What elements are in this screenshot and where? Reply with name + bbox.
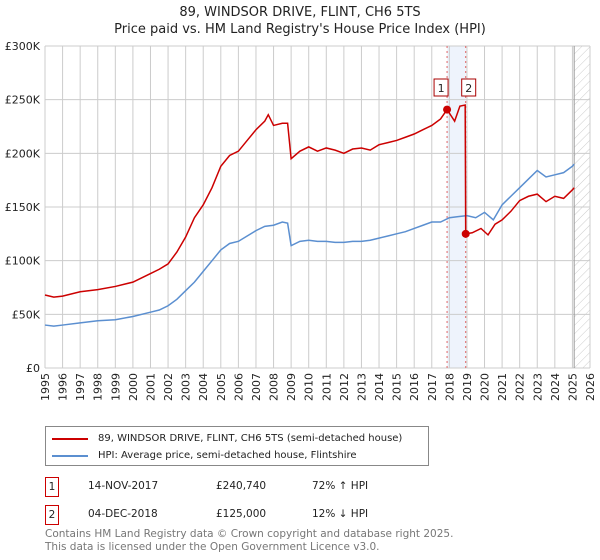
- x-tick-label: 2008: [268, 373, 281, 401]
- annotation-label: 2: [465, 82, 472, 95]
- x-tick-label: 2014: [373, 373, 386, 401]
- x-tick-label: 2013: [355, 373, 368, 401]
- x-tick-label: 2017: [426, 373, 439, 401]
- x-tick-label: 2005: [215, 373, 228, 401]
- x-tick-label: 2026: [584, 373, 597, 401]
- sale-point: [443, 105, 452, 114]
- x-tick-label: 2015: [391, 373, 404, 401]
- annotation-box: [461, 78, 477, 97]
- y-tick-label: £50K: [12, 308, 41, 321]
- transaction-hpi: 72% ↑ HPI: [312, 480, 369, 492]
- x-tick-label: 2020: [479, 373, 492, 401]
- x-tick-label: 2009: [285, 373, 298, 401]
- x-tick-label: 2022: [514, 373, 527, 401]
- x-tick-label: 1998: [92, 373, 105, 401]
- price-chart: 1995 1996 1997 1998 1999 2000 2001 2002 2003 2004…: [5, 40, 597, 401]
- x-tick-label: 2012: [338, 373, 351, 401]
- x-tick-label: 2002: [162, 373, 175, 401]
- property-price-line: [44, 104, 575, 298]
- annotation-label: 1: [438, 82, 445, 95]
- x-tick-label: 2025: [566, 373, 579, 401]
- x-tick-label: 2019: [461, 373, 474, 401]
- y-tick-label: £250K: [5, 94, 41, 107]
- y-tick-label: £200K: [5, 147, 41, 160]
- legend-label: 89, WINDSOR DRIVE, FLINT, CH6 5TS (semi-…: [98, 433, 403, 444]
- hpi-line: [44, 163, 575, 327]
- x-tick-label: 2021: [496, 373, 509, 401]
- legend-swatch: [52, 455, 88, 457]
- annotation-box: [433, 78, 449, 97]
- x-tick-label: 2004: [197, 373, 210, 401]
- chart-subtitle: Price paid vs. HM Land Registry's House …: [114, 22, 486, 37]
- transaction-marker: 1: [45, 477, 59, 497]
- x-tick-label: 2001: [144, 373, 157, 401]
- sale-point: [461, 229, 470, 238]
- x-tick-label: 1996: [57, 373, 70, 401]
- legend: 89, WINDSOR DRIVE, FLINT, CH6 5TS (semi-…: [45, 426, 429, 466]
- x-tick-label: 2003: [180, 373, 193, 401]
- y-tick-label: £0: [26, 362, 40, 375]
- legend-item-hpi: HPI: Average price, semi-detached house,…: [52, 450, 357, 462]
- transaction-marker: 2: [45, 505, 59, 525]
- x-tick-label: 2000: [127, 373, 140, 401]
- x-tick-label: 2023: [531, 373, 544, 401]
- y-tick-label: £100K: [5, 255, 41, 268]
- legend-label: HPI: Average price, semi-detached house,…: [98, 450, 357, 461]
- legend-swatch: [52, 438, 88, 440]
- x-tick-label: 1999: [109, 373, 122, 401]
- x-tick-label: 2018: [443, 373, 456, 401]
- x-tick-label: 2006: [232, 373, 245, 401]
- y-tick-label: £150K: [5, 201, 41, 214]
- footer-copyright: Contains HM Land Registry data © Crown c…: [45, 528, 454, 540]
- x-tick-label: 1997: [74, 373, 87, 401]
- x-tick-label: 2007: [250, 373, 263, 401]
- x-tick-label: 2024: [549, 373, 562, 401]
- x-tick-label: 1995: [39, 373, 52, 401]
- transaction-hpi: 12% ↓ HPI: [312, 508, 369, 520]
- legend-item-property: 89, WINDSOR DRIVE, FLINT, CH6 5TS (semi-…: [52, 433, 402, 445]
- transaction-price: £240,740: [216, 480, 267, 492]
- transaction-price: £125,000: [216, 508, 267, 520]
- transaction-date: 04-DEC-2018: [88, 508, 158, 520]
- chart-title: 89, WINDSOR DRIVE, FLINT, CH6 5TS: [179, 5, 421, 20]
- footer-licence: This data is licensed under the Open Gov…: [45, 541, 380, 553]
- x-tick-label: 2010: [303, 373, 316, 401]
- footer: Contains HM Land Registry data © Crown c…: [45, 528, 453, 554]
- transaction-date: 14-NOV-2017: [88, 480, 159, 492]
- y-tick-label: £300K: [5, 40, 41, 53]
- x-tick-label: 2011: [320, 373, 333, 401]
- x-tick-label: 2016: [408, 373, 421, 401]
